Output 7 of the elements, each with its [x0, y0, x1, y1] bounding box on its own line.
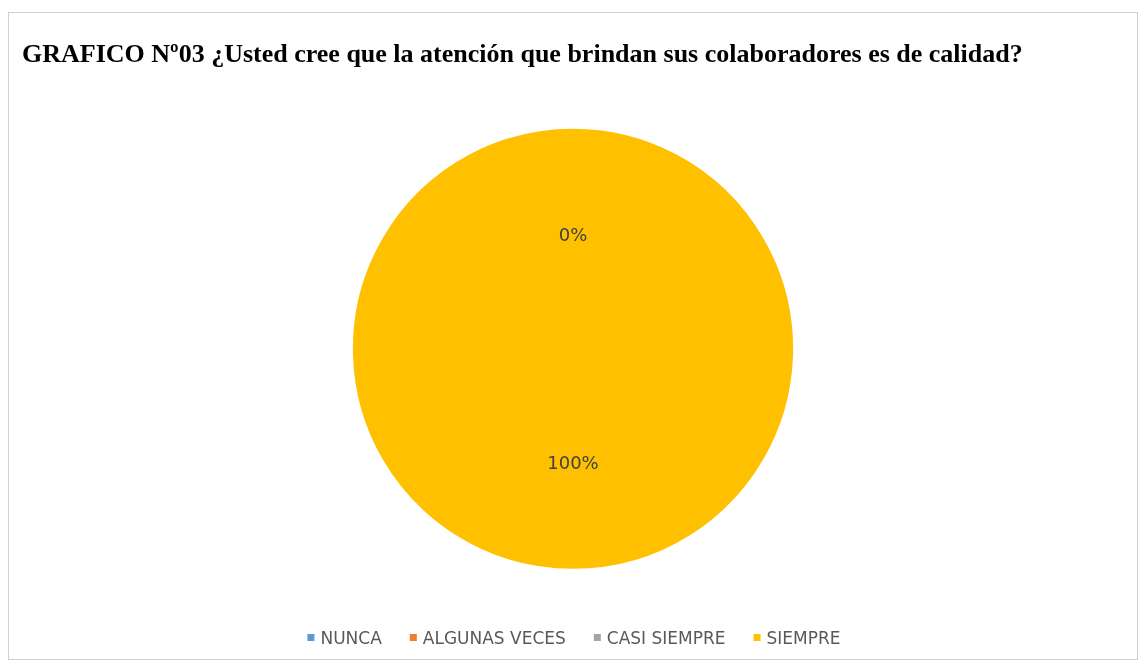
text: 0%: [558, 224, 588, 246]
chart-title: GRAFICO Nº03 ¿Usted cree que la atención que brindan sus colaboradores es de calidad?: [22, 38, 1024, 70]
legend-label: SIEMPRE: [766, 627, 841, 648]
legend-label: CASI SIEMPRE: [606, 627, 726, 648]
data-label: 100%: [547, 452, 599, 474]
legend-label: ALGUNAS VECES: [422, 627, 566, 648]
legend-label: NUNCA: [320, 627, 383, 648]
